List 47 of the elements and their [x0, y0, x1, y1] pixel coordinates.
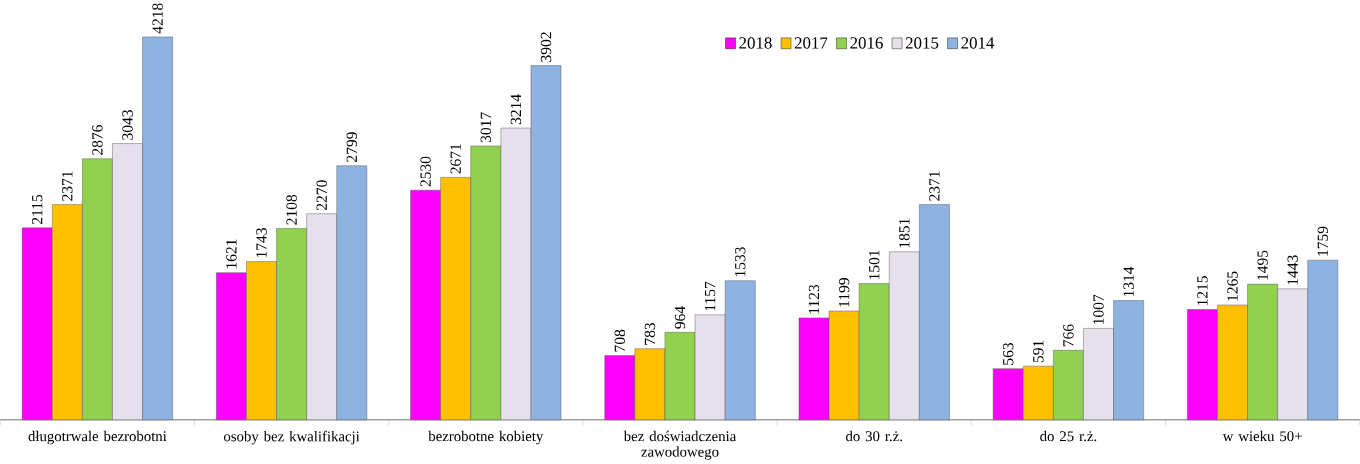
data-label: 2115	[32, 194, 43, 224]
data-label: 1443	[1287, 255, 1298, 285]
x-tick-label: osoby bez kwalifikacji	[223, 430, 360, 445]
data-label: 2270	[316, 180, 327, 210]
data-label: 2108	[286, 194, 297, 225]
x-tick-label: w wieku 50+	[1222, 430, 1302, 441]
data-label: 1533	[735, 246, 746, 276]
data-label: 591	[1033, 340, 1044, 362]
data-label: 766	[1063, 324, 1074, 346]
data-label: 2530	[420, 156, 431, 187]
data-label: 1123	[808, 284, 820, 314]
data-label: 3214	[510, 93, 522, 124]
data-label: 1215	[1197, 275, 1208, 305]
x-tick-label: długotrwale bezrobotni	[28, 430, 167, 445]
x-tick-label: do 30 r.ż.	[845, 430, 902, 442]
data-label: 1621	[226, 239, 237, 268]
data-label: 3902	[540, 32, 552, 62]
legend-label: 2018	[739, 37, 772, 49]
data-label: 783	[644, 322, 656, 345]
data-label: 1743	[256, 227, 267, 257]
x-tick-label: do 25 r.ż.	[1040, 430, 1097, 442]
legend-label: 2017	[794, 37, 828, 49]
data-label: 1501	[868, 250, 880, 279]
data-label: 1007	[1093, 294, 1104, 324]
legend-label: 2015	[905, 37, 939, 49]
data-label: 2371	[62, 171, 73, 201]
data-label: 3017	[480, 112, 492, 142]
data-label: 1851	[899, 218, 910, 248]
data-label: 964	[674, 305, 686, 329]
data-label: 708	[614, 329, 626, 352]
data-label: 1759	[1317, 226, 1329, 256]
data-label: 563	[1003, 342, 1014, 365]
data-label: 2799	[346, 132, 358, 162]
data-label: 1265	[1227, 271, 1238, 301]
data-label: 1199	[838, 277, 850, 307]
data-label: 1495	[1257, 250, 1268, 280]
data-label: 2371	[929, 171, 940, 201]
data-label: 1157	[704, 281, 716, 311]
data-label: 1314	[1123, 266, 1134, 296]
legend-label: 2016	[850, 37, 883, 49]
x-tick-label: bez doświadczenia zawodowego	[623, 430, 737, 460]
data-label: 4218	[152, 3, 163, 34]
data-label: 3043	[122, 109, 133, 140]
legend-label: 2014	[961, 37, 995, 49]
data-label: 2671	[450, 143, 461, 174]
x-tick-label: bezrobotne kobiety	[428, 430, 544, 445]
data-label: 2876	[92, 124, 103, 155]
